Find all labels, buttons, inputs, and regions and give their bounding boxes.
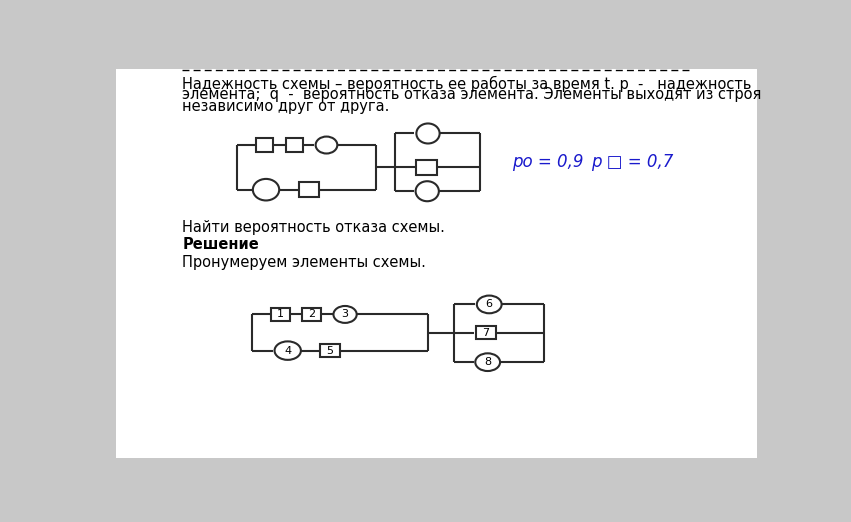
Bar — [256, 138, 273, 151]
Ellipse shape — [253, 179, 279, 200]
Ellipse shape — [477, 295, 501, 313]
Ellipse shape — [415, 181, 439, 201]
Ellipse shape — [316, 137, 337, 153]
Text: Решение: Решение — [182, 238, 259, 253]
Bar — [476, 326, 496, 339]
Bar — [286, 138, 303, 151]
Text: Надежность схемы – вероятность ее работы за время t. p  -   надежность: Надежность схемы – вероятность ее работы… — [182, 76, 751, 92]
Bar — [416, 160, 437, 175]
Text: независимо друг от друга.: независимо друг от друга. — [182, 99, 390, 114]
Text: 1: 1 — [277, 310, 284, 319]
Ellipse shape — [416, 124, 440, 144]
Text: 8: 8 — [484, 357, 491, 367]
Bar — [302, 308, 321, 321]
Text: pо = 0,9: pо = 0,9 — [512, 153, 584, 171]
Bar — [271, 308, 290, 321]
Bar — [319, 344, 340, 357]
Ellipse shape — [334, 306, 357, 323]
Text: 5: 5 — [326, 346, 333, 355]
Text: 7: 7 — [483, 327, 489, 338]
Ellipse shape — [475, 353, 500, 371]
Text: 3: 3 — [341, 310, 349, 319]
Text: Пронумеруем элементы схемы.: Пронумеруем элементы схемы. — [182, 255, 426, 270]
Text: 4: 4 — [284, 346, 291, 355]
Bar — [300, 182, 319, 197]
Text: 6: 6 — [486, 300, 493, 310]
Text: элемента;  q  -  вероятность отказа элемента. Элементы выходят из строя: элемента; q - вероятность отказа элемент… — [182, 87, 762, 102]
Text: Найти вероятность отказа схемы.: Найти вероятность отказа схемы. — [182, 220, 445, 235]
Text: 2: 2 — [308, 310, 316, 319]
Ellipse shape — [275, 341, 301, 360]
Text: p □ = 0,7: p □ = 0,7 — [591, 153, 674, 171]
